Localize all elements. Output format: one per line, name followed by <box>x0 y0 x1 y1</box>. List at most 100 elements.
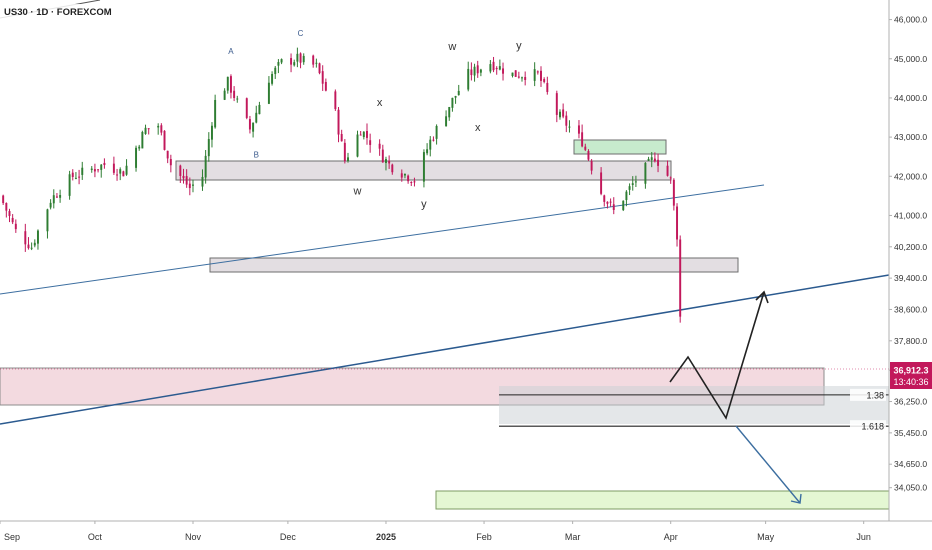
candle-down <box>369 140 372 145</box>
candle-down <box>536 71 539 73</box>
fib-level-label: 1.38 <box>866 390 884 400</box>
price-tick-label: 45,000.0 <box>894 54 927 64</box>
time-tick-label: Nov <box>185 532 202 542</box>
candle-up <box>280 59 283 63</box>
candle-down <box>166 150 169 159</box>
candle-down <box>413 181 416 183</box>
candle-up <box>90 168 93 170</box>
wave-label: x <box>475 122 481 134</box>
candle-up <box>454 95 457 98</box>
candle-down <box>163 130 166 150</box>
price-badge-bg <box>890 362 932 389</box>
candle-down <box>502 68 505 74</box>
candle-down <box>495 68 498 70</box>
candle-up <box>226 76 229 91</box>
supply-zone-green[interactable] <box>573 139 667 155</box>
projected-zigzag-path[interactable] <box>669 291 765 420</box>
candle-down <box>160 125 163 133</box>
candle-up <box>59 195 62 198</box>
candle-down <box>410 182 413 184</box>
candle-down <box>612 204 615 210</box>
candle-up <box>647 158 650 161</box>
fib-target-zone[interactable] <box>499 386 889 424</box>
candle-up <box>362 131 365 138</box>
candle-down <box>337 109 340 135</box>
candle-up <box>435 125 438 139</box>
candle-down <box>112 163 115 173</box>
price-tick-label: 34,650.0 <box>894 459 927 469</box>
candle-up <box>426 149 429 154</box>
price-tick-label: 41,000.0 <box>894 210 927 220</box>
candle-up <box>33 242 36 246</box>
time-tick-label: Oct <box>88 532 103 542</box>
resistance-zone-middle[interactable] <box>209 257 739 273</box>
candle-up <box>479 69 482 73</box>
candle-down <box>603 195 606 202</box>
candle-up <box>448 106 451 118</box>
candle-down <box>179 165 182 176</box>
candle-down <box>609 201 612 203</box>
candle-down <box>321 71 324 84</box>
channel-line-lower[interactable] <box>0 274 890 425</box>
candle-up <box>445 116 448 127</box>
price-tick-label: 46,000.0 <box>894 15 927 25</box>
candle-down <box>122 171 125 177</box>
symbol-title: US30 · 1D · FOREXCOM <box>4 7 112 18</box>
time-tick-label: Sep <box>4 532 20 542</box>
candle-down <box>27 244 30 249</box>
target-zone-green[interactable] <box>435 490 890 510</box>
projected-bearish-arrow[interactable] <box>735 425 801 504</box>
candle-up <box>192 184 194 186</box>
wave-label: y <box>516 40 522 52</box>
candle-down <box>587 151 590 160</box>
candle-up <box>274 67 277 75</box>
projection-layer <box>669 290 802 504</box>
candle-down <box>5 202 8 211</box>
candle-down <box>653 158 656 162</box>
candle-down <box>182 175 185 179</box>
wave-label: A <box>228 47 234 56</box>
candle-down <box>343 142 346 162</box>
price-tick-label: 34,050.0 <box>894 483 927 493</box>
time-axis[interactable]: Sep Oct Nov Dec 2025 Feb Mar Apr May Jun <box>0 520 932 550</box>
candle-up <box>144 127 147 134</box>
candle-down <box>672 179 675 206</box>
candle-down <box>676 206 679 240</box>
candle-up <box>49 202 52 208</box>
candle-up <box>451 97 454 108</box>
candle-up <box>622 200 625 211</box>
candle-up <box>52 195 55 204</box>
candle-down <box>103 162 106 166</box>
candle-up <box>533 69 536 81</box>
candle-down <box>657 159 660 166</box>
candle-down <box>407 175 410 182</box>
candle-up <box>302 55 305 63</box>
candle-down <box>299 53 302 63</box>
candle-up <box>467 68 470 90</box>
candle-down <box>312 55 315 65</box>
candle-down <box>78 176 81 178</box>
candle-up <box>201 176 204 187</box>
wave-label: y <box>421 199 427 211</box>
candle-down <box>606 201 609 204</box>
candle-up <box>267 82 270 104</box>
wave-label: w <box>447 41 456 53</box>
price-axis[interactable]: 46,000.0 45,000.0 44,000.0 43,000.0 42,000.0… <box>888 0 932 550</box>
candle-down <box>562 109 565 117</box>
candle-down <box>514 70 517 77</box>
current-price-label: 36,912.3 <box>893 366 928 376</box>
bearish-arrowhead <box>790 493 802 504</box>
candle-up <box>473 66 476 76</box>
candle-up <box>100 164 103 170</box>
channel-line-upper[interactable] <box>0 184 765 295</box>
candle-up <box>138 146 141 149</box>
candle-up <box>258 104 261 115</box>
candle-down <box>185 176 188 185</box>
candle-up <box>422 152 425 182</box>
candle-up <box>498 66 501 70</box>
candle-down <box>71 172 74 177</box>
price-tick-label: 38,600.0 <box>894 304 927 314</box>
candle-down <box>524 77 527 80</box>
